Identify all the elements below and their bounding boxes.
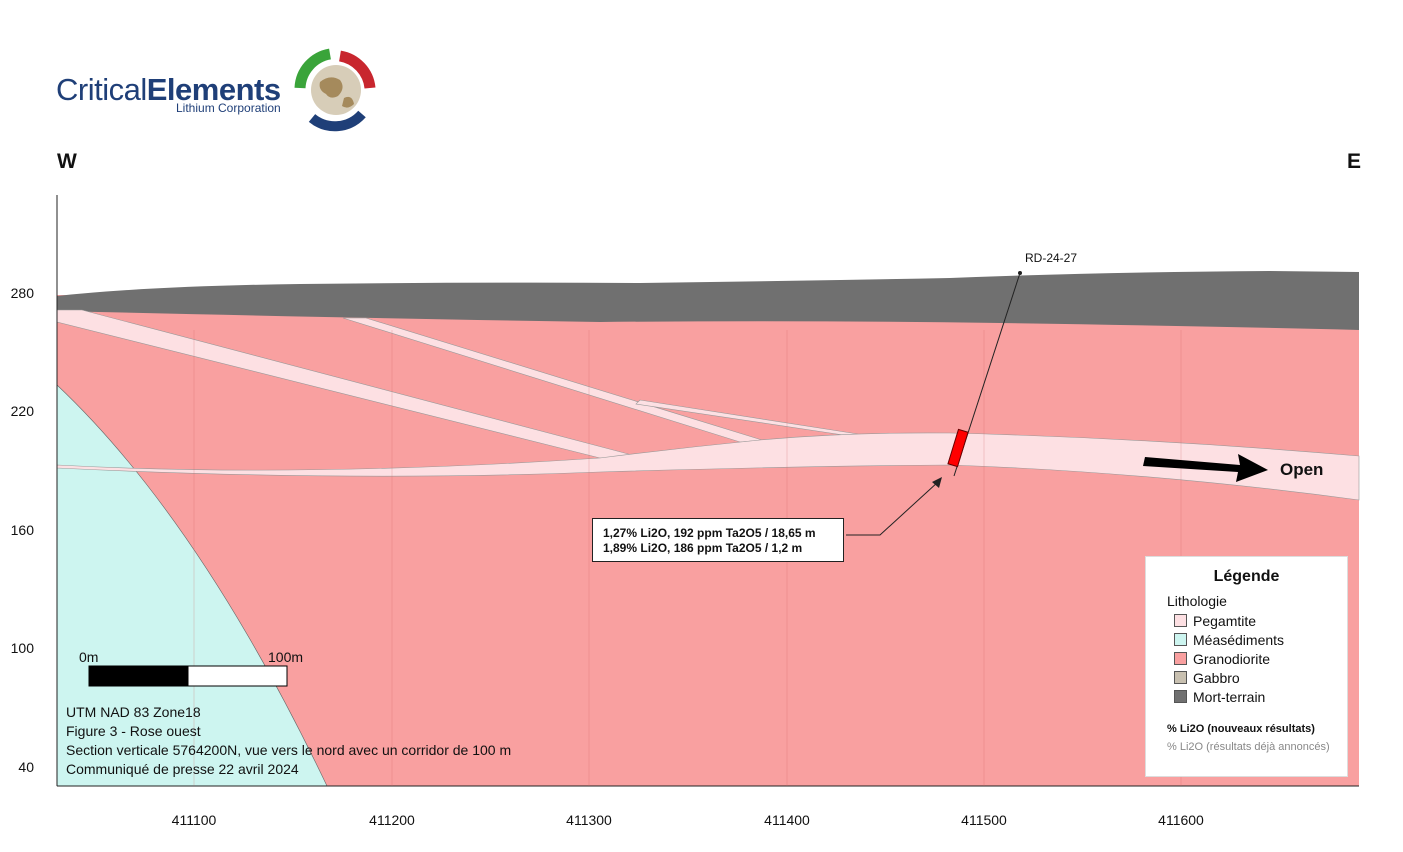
legend-item-overburden: Mort-terrain: [1174, 689, 1265, 705]
open-arrow-icon: [1143, 454, 1268, 482]
legend-swatch: [1174, 614, 1187, 627]
logo-wordmark: CriticalElements: [56, 72, 281, 107]
x-tick-411300: 411300: [566, 812, 612, 828]
x-tick-411100: 411100: [171, 812, 217, 828]
globe-logo-icon: [294, 48, 376, 132]
logo-subtitle: Lithium Corporation: [176, 101, 281, 115]
x-tick-411200: 411200: [369, 812, 415, 828]
legend-old-results: % Li2O (résultats déjà annoncés): [1167, 741, 1330, 753]
scale-bar-end-label: 100m: [268, 649, 304, 665]
legend-swatch: [1174, 690, 1187, 703]
y-tick-40: 40: [18, 759, 34, 775]
west-label: W: [57, 150, 77, 173]
legend-item-metasediments: Méasédiments: [1174, 632, 1284, 648]
intercept-line-2: 1,89% Li2O, 186 ppm Ta2O5 / 1,2 m: [603, 541, 803, 555]
figure-notes: UTM NAD 83 Zone18 Figure 3 - Rose ouest …: [66, 703, 511, 779]
open-label: Open: [1280, 460, 1324, 479]
x-tick-411600: 411600: [1158, 812, 1204, 828]
scale-bar-start-label: 0m: [79, 649, 99, 665]
legend-swatch: [1174, 671, 1187, 684]
intercept-marker: [947, 428, 969, 468]
legend: Légende Lithologie Pegamtite Méasédiment…: [1145, 556, 1348, 777]
note-section: Section verticale 5764200N, vue vers le …: [66, 742, 512, 758]
legend-swatch: [1174, 633, 1187, 646]
y-tick-280: 280: [10, 285, 34, 301]
legend-swatch: [1174, 652, 1187, 665]
y-tick-220: 220: [10, 403, 34, 419]
pegmatite-main-body: [56, 432, 1360, 501]
intercept-callout: 1,27% Li2O, 192 ppm Ta2O5 / 18,65 m 1,89…: [592, 518, 844, 562]
x-tick-411400: 411400: [764, 812, 810, 828]
scale-bar-white: [187, 665, 288, 687]
intercept-leader-arrowhead: [932, 477, 942, 488]
legend-subtitle: Lithologie: [1167, 593, 1227, 609]
y-tick-160: 160: [10, 522, 34, 538]
overburden-unit: [57, 271, 1359, 330]
company-logo: CriticalElements Lithium Corporation: [52, 46, 392, 136]
note-projection: UTM NAD 83 Zone18: [66, 704, 201, 720]
drillhole-label: RD-24-27: [1025, 251, 1078, 265]
intercept-line-1: 1,27% Li2O, 192 ppm Ta2O5 / 18,65 m: [603, 526, 816, 540]
legend-item-pegmatite: Pegamtite: [1174, 613, 1256, 629]
note-press-release: Communiqué de presse 22 avril 2024: [66, 761, 299, 777]
legend-new-results: % Li2O (nouveaux résultats): [1167, 723, 1315, 735]
legend-title: Légende: [1213, 568, 1280, 585]
y-tick-100: 100: [10, 640, 34, 656]
scale-bar-black: [88, 665, 189, 687]
intercept-leader-line: [846, 481, 939, 536]
legend-item-granodiorite: Granodiorite: [1174, 651, 1270, 667]
x-tick-411500: 411500: [961, 812, 1007, 828]
legend-item-gabbro: Gabbro: [1174, 670, 1240, 686]
note-figure: Figure 3 - Rose ouest: [66, 723, 201, 739]
east-label: E: [1347, 150, 1362, 173]
drillhole-collar: [1018, 271, 1022, 275]
